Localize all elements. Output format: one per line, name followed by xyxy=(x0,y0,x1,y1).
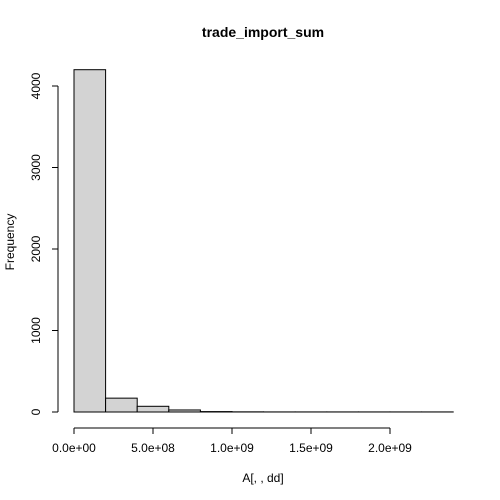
x-tick-label-2: 5.0e+08 xyxy=(131,441,175,455)
y-axis: 0 1000 2000 3000 4000 xyxy=(29,72,59,415)
y-tick-label-2: 1000 xyxy=(29,317,43,344)
histogram-bar-1 xyxy=(73,69,107,413)
histogram-bar-3 xyxy=(136,405,170,413)
x-tick-label-3: 1.0e+09 xyxy=(210,441,254,455)
x-tick-label-1: 0.0e+00 xyxy=(52,441,96,455)
histogram-bar-2 xyxy=(105,397,138,413)
y-tick-label-1: 0 xyxy=(29,408,43,415)
y-tick-label-4: 3000 xyxy=(29,154,43,181)
histogram-bar-4 xyxy=(168,409,201,413)
x-axis-label: A[, , dd] xyxy=(242,471,283,485)
x-tick-label-5: 2.0e+09 xyxy=(368,441,412,455)
chart-title: trade_import_sum xyxy=(202,24,324,40)
y-axis-label: Frequency xyxy=(3,214,17,271)
bars-group xyxy=(73,69,454,413)
x-tick-label-4: 1.5e+09 xyxy=(289,441,333,455)
y-tick-label-5: 4000 xyxy=(29,72,43,99)
y-tick-label-3: 2000 xyxy=(29,235,43,262)
x-axis: 0.0e+00 5.0e+08 1.0e+09 1.5e+09 2.0e+09 xyxy=(52,427,412,455)
